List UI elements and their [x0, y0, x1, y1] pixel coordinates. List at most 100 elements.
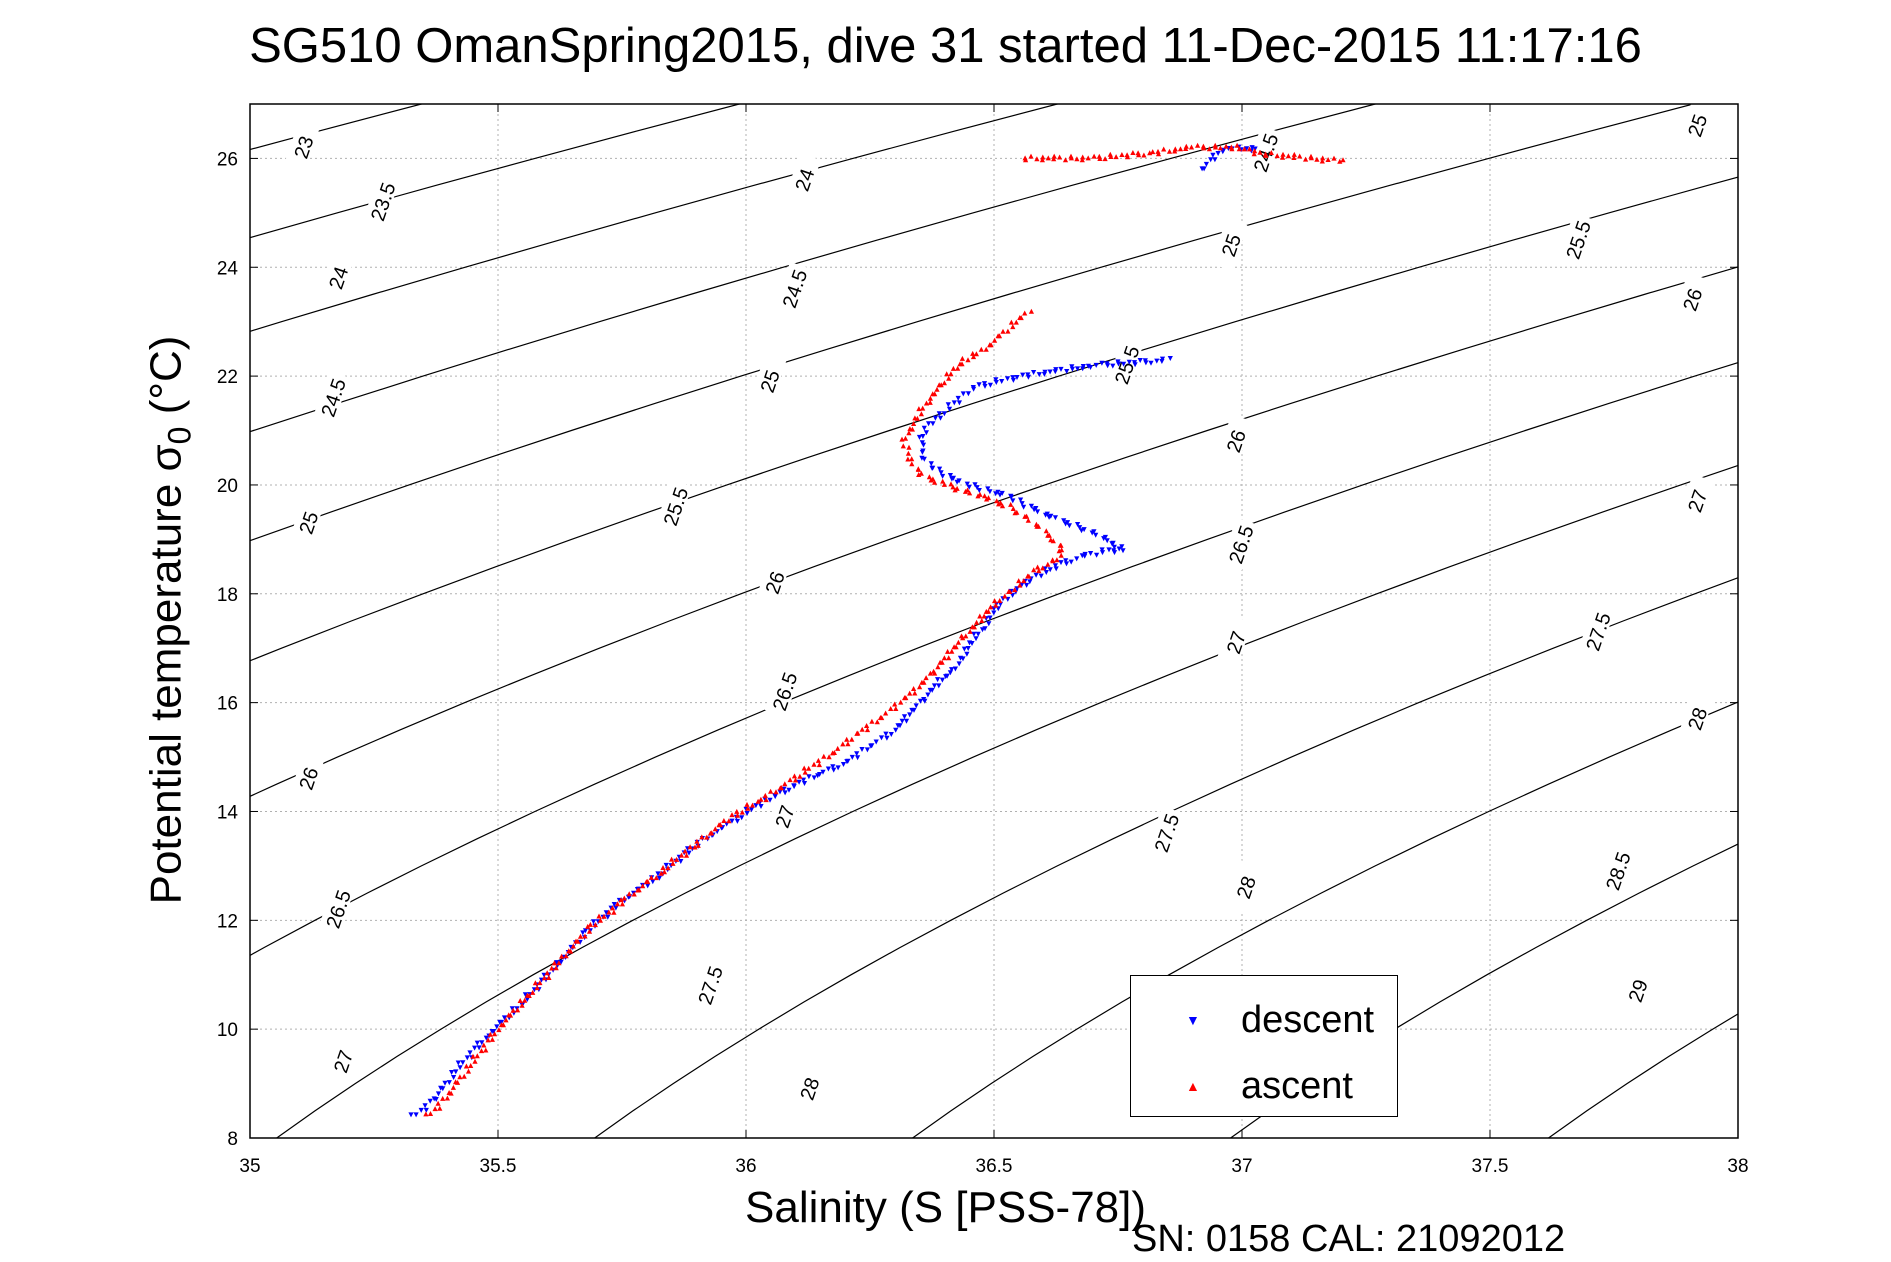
ascent-point	[1161, 146, 1167, 152]
ascent-point	[941, 481, 947, 487]
descent-point	[1019, 501, 1025, 507]
ascent-point	[932, 479, 938, 485]
descent-point	[758, 804, 764, 809]
ascent-point	[1017, 315, 1023, 320]
ascent-point	[519, 1002, 525, 1008]
descent-point	[1010, 377, 1016, 383]
ascent-point	[762, 792, 768, 798]
ascent-point	[744, 801, 750, 807]
ascent-point	[734, 812, 741, 818]
contour-label-bg	[1220, 517, 1258, 571]
contour-label-group: 26.5	[1220, 517, 1259, 571]
ascent-point	[821, 753, 827, 759]
descent-point	[1018, 497, 1024, 503]
ascent-point	[1085, 155, 1091, 161]
density-contour-line	[911, 701, 1738, 1138]
ascent-point	[453, 1079, 459, 1085]
ascent-point	[967, 628, 973, 634]
ascent-point	[729, 812, 735, 818]
ascent-point	[739, 809, 745, 815]
descent-point	[859, 747, 865, 752]
ascent-point	[549, 965, 555, 971]
descent-point	[941, 411, 947, 417]
ascent-point	[977, 613, 983, 619]
descent-point	[1220, 149, 1226, 155]
descent-point	[951, 400, 957, 406]
ascent-point	[1025, 517, 1031, 523]
descent-point	[965, 391, 971, 397]
ascent-point	[849, 736, 855, 742]
ascent-point	[450, 1084, 456, 1090]
descent-point	[1010, 375, 1016, 381]
ascent-point	[864, 727, 871, 733]
ascent-point	[992, 337, 998, 343]
contour-label-bg	[283, 120, 320, 173]
contour-label-bg	[1146, 805, 1183, 859]
x-tick-label: 37	[1231, 1156, 1252, 1177]
ascent-point	[902, 695, 908, 701]
ascent-point	[1325, 157, 1331, 162]
ascent-point	[1234, 142, 1240, 148]
contour-label-bg	[1578, 604, 1615, 658]
contour-label-bg	[1245, 125, 1283, 179]
contour-label-bg	[789, 1061, 826, 1115]
ascent-point	[1017, 582, 1023, 588]
contour-label-group: 27	[1215, 615, 1253, 669]
descent-point	[1028, 503, 1034, 509]
descent-point	[1093, 362, 1099, 368]
ascent-point	[965, 357, 971, 363]
descent-point	[835, 765, 841, 771]
descent-point	[982, 626, 988, 632]
descent-point	[986, 621, 992, 627]
ascent-point	[587, 921, 593, 927]
ascent-point	[682, 848, 688, 854]
ascent-point	[626, 891, 632, 897]
ascent-point	[606, 909, 612, 915]
contour-label: 24.5	[318, 376, 351, 420]
descent-point	[945, 402, 951, 408]
ascent-point	[979, 618, 985, 623]
ascent-point	[930, 391, 936, 397]
ascent-point	[854, 730, 860, 736]
legend-label-descent: descent	[1241, 999, 1375, 1041]
descent-point	[1082, 553, 1088, 559]
descent-point	[806, 774, 812, 780]
ascent-point	[981, 613, 987, 619]
ascent-point	[758, 796, 764, 802]
ascent-point	[1135, 150, 1141, 156]
y-tick-label: 20	[217, 476, 238, 497]
ascent-point	[787, 777, 793, 783]
ascent-point	[958, 633, 965, 639]
descent-point	[1203, 161, 1209, 167]
ascent-point	[923, 675, 929, 681]
descent-point	[993, 377, 999, 383]
descent-point	[868, 743, 874, 749]
ascent-point	[963, 633, 969, 639]
descent-point	[995, 489, 1001, 495]
contour-label-group: 29	[1617, 963, 1655, 1017]
descent-point	[483, 1035, 489, 1041]
ascent-point	[830, 750, 836, 756]
ascent-point	[944, 371, 950, 377]
ascent-point	[670, 860, 676, 866]
ascent-point	[959, 355, 965, 361]
descent-point	[446, 1080, 452, 1086]
ascent-point	[996, 501, 1002, 507]
contour-label-bg	[764, 664, 802, 717]
ascent-point	[692, 844, 698, 850]
ascent-point	[1022, 310, 1028, 316]
ascent-point	[661, 869, 667, 875]
descent-point	[1252, 146, 1258, 152]
descent-point	[1212, 157, 1218, 163]
ascent-point	[1005, 328, 1011, 334]
ascent-point	[1045, 561, 1051, 567]
descent-point	[928, 461, 934, 467]
contour-label-group: 27.5	[690, 958, 728, 1011]
ascent-point	[936, 382, 942, 388]
ascent-point	[993, 602, 999, 608]
contour-label-group: 24	[318, 250, 355, 304]
ascent-point	[941, 655, 947, 661]
descent-point	[791, 783, 797, 789]
descent-point	[489, 1029, 495, 1034]
ascent-point	[763, 797, 769, 803]
